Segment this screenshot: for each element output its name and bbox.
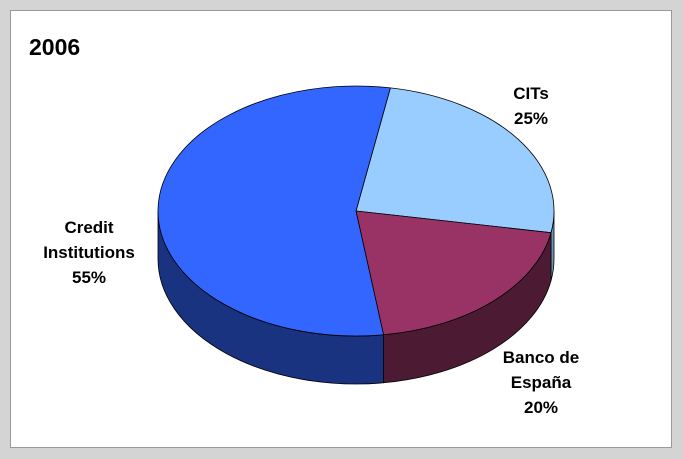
chart-area: 2006 CITs 25% Banco de España 20% Credit Insti…: [10, 10, 672, 448]
data-label-credit-institutions: Credit Institutions 55%: [43, 218, 135, 287]
data-label-cits: CITs 25%: [513, 84, 549, 128]
pie-chart: 2006 CITs 25% Banco de España 20% Credit Insti…: [11, 11, 673, 449]
data-label-banco-de-espa-a: Banco de España 20%: [503, 348, 580, 417]
pie-slices: [158, 86, 554, 336]
chart-title: 2006: [29, 34, 80, 60]
